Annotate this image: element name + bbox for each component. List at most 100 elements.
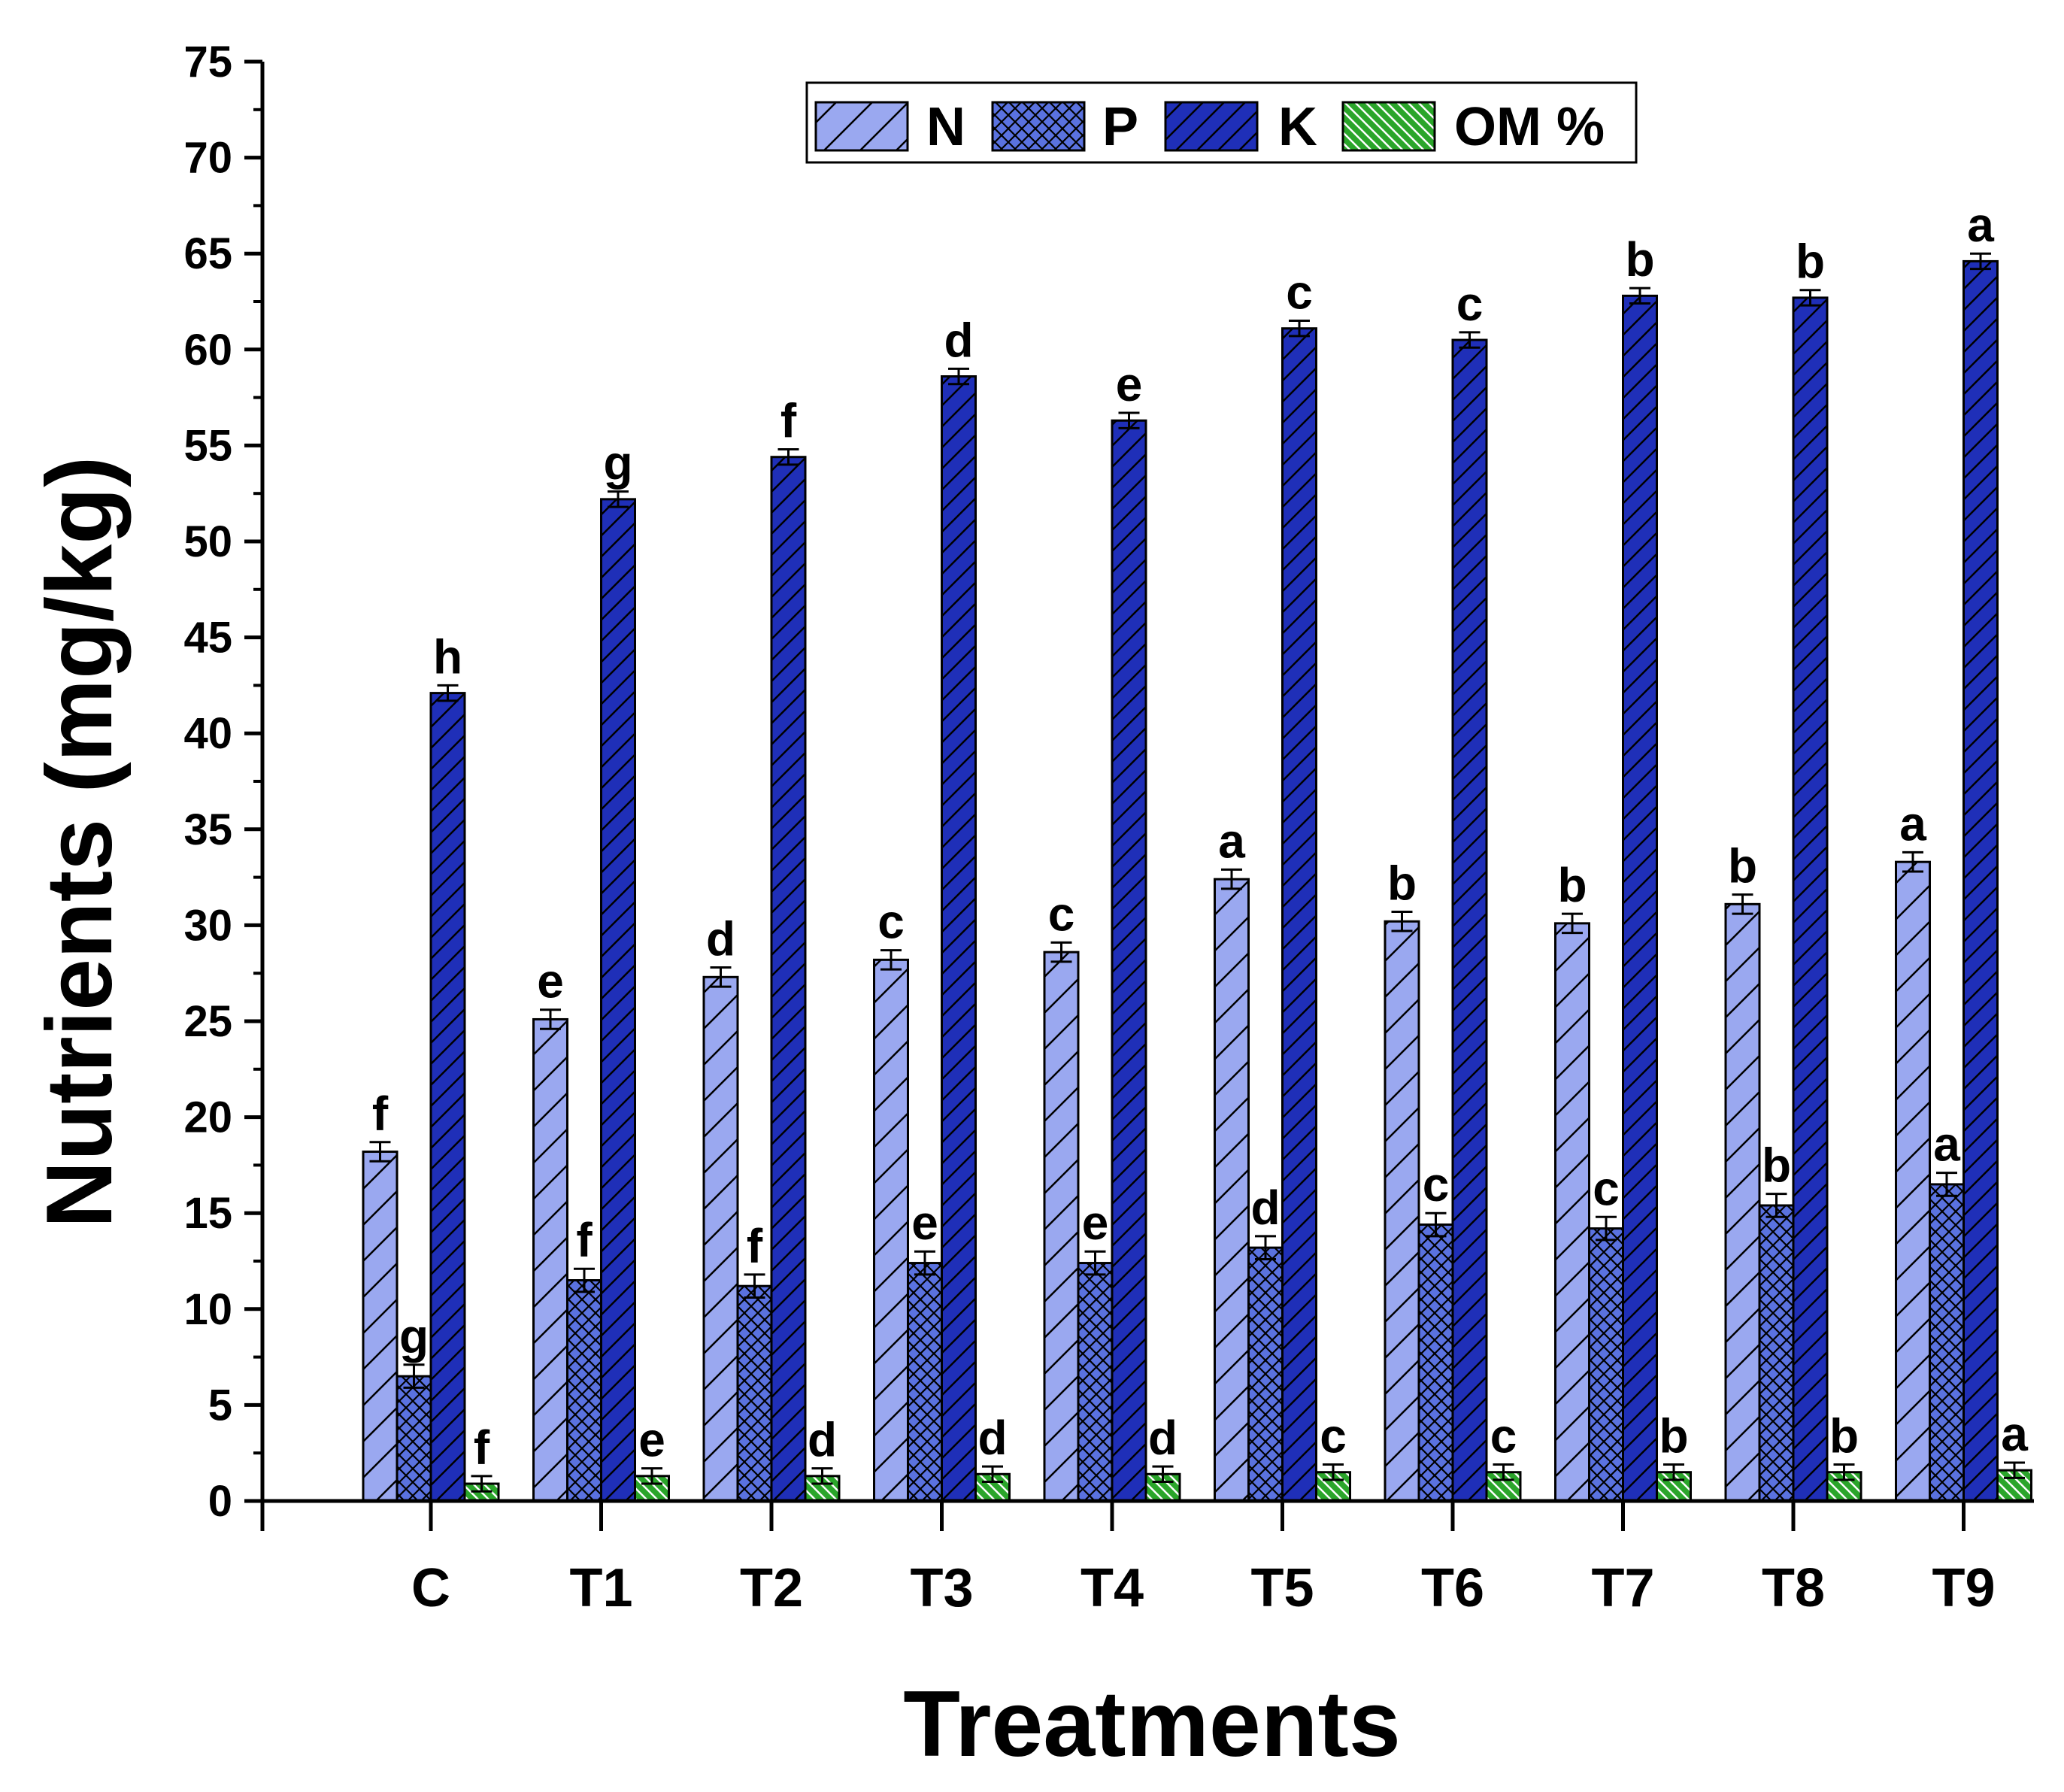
bar-pattern-k	[1622, 294, 1658, 1502]
significance-letter: f	[474, 1421, 490, 1475]
bar-pattern-k	[770, 456, 807, 1502]
significance-letter: c	[1048, 887, 1075, 941]
bar-pattern-n	[532, 1017, 568, 1502]
y-tick-label: 20	[183, 1093, 232, 1142]
significance-letter: b	[1557, 858, 1587, 912]
bar-pattern-k	[429, 692, 466, 1502]
significance-letter: d	[977, 1411, 1007, 1465]
legend-swatch-k-pattern	[1164, 101, 1259, 152]
y-tick-label: 50	[183, 517, 232, 566]
significance-letter: f	[747, 1219, 763, 1273]
bar-pattern-n	[1043, 951, 1080, 1502]
bar-pattern-n	[1724, 902, 1761, 1502]
bar-pattern-k	[941, 375, 977, 1502]
bar-pattern-k	[1281, 327, 1317, 1502]
significance-letter: f	[780, 394, 797, 448]
y-axis-title: Nutrients (mg/kg)	[28, 456, 132, 1228]
significance-letter: d	[1250, 1181, 1280, 1235]
y-tick-label: 35	[183, 805, 232, 854]
bar-pattern-k	[1451, 338, 1488, 1502]
significance-letter: d	[1148, 1411, 1177, 1465]
significance-letter: f	[576, 1213, 593, 1267]
significance-letter: a	[1899, 796, 1926, 851]
bar-pattern-p	[1929, 1183, 1965, 1502]
significance-letter: c	[1286, 265, 1313, 320]
y-tick-label: 55	[183, 421, 232, 470]
legend-swatch-p-pattern	[991, 101, 1086, 152]
significance-letter: b	[1829, 1409, 1859, 1463]
bar-pattern-n	[362, 1151, 399, 1502]
significance-letter: g	[399, 1309, 429, 1363]
y-tick-label: 70	[183, 134, 232, 183]
significance-letter: d	[808, 1413, 837, 1467]
bar-pattern-n	[1895, 860, 1931, 1502]
significance-letter: a	[2001, 1407, 2028, 1461]
bar-pattern-p	[1758, 1204, 1795, 1502]
significance-letter: e	[1082, 1196, 1109, 1250]
bar-pattern-n	[1384, 920, 1420, 1502]
significance-letter: c	[1456, 277, 1484, 331]
y-tick-label: 15	[183, 1189, 232, 1238]
legend-label-n: N	[926, 97, 965, 157]
y-tick-label: 60	[183, 326, 232, 374]
significance-letter: a	[1933, 1117, 1960, 1172]
x-tick-label: T6	[1421, 1558, 1484, 1618]
y-tick-label: 5	[208, 1381, 232, 1430]
significance-letter: h	[433, 629, 462, 684]
significance-letter: c	[1320, 1409, 1347, 1463]
bar-pattern-p	[566, 1279, 602, 1502]
x-tick-label: T4	[1080, 1558, 1144, 1618]
bar-pattern-p	[907, 1262, 943, 1502]
significance-letter: b	[1659, 1409, 1688, 1463]
x-tick-label: T3	[910, 1558, 973, 1618]
y-tick-label: 30	[183, 901, 232, 950]
significance-letter: b	[1625, 232, 1654, 287]
legend-swatch-n-pattern	[814, 101, 909, 152]
significance-letter: b	[1796, 235, 1825, 289]
legend: N P K OM %	[805, 81, 1638, 164]
bar-pattern-n	[702, 975, 739, 1502]
significance-letter: b	[1762, 1139, 1791, 1193]
y-tick-label: 40	[183, 709, 232, 758]
significance-letter: g	[603, 436, 632, 490]
significance-letter: e	[638, 1413, 665, 1467]
bar-pattern-n	[1214, 878, 1250, 1502]
bar-pattern-k	[600, 498, 636, 1502]
bar-pattern-p	[736, 1284, 773, 1502]
significance-letter: d	[706, 912, 735, 966]
y-tick-label: 0	[208, 1477, 232, 1526]
significance-letter: c	[1593, 1161, 1620, 1215]
significance-letter: e	[911, 1196, 938, 1250]
significance-letter: a	[1967, 198, 1994, 252]
significance-letter: d	[944, 313, 973, 367]
significance-letter: b	[1728, 839, 1757, 893]
legend-label-k: K	[1278, 97, 1317, 157]
bar-pattern-p	[1588, 1227, 1624, 1502]
y-tick-label: 65	[183, 229, 232, 278]
y-tick-label: 45	[183, 614, 232, 663]
legend-label-om: OM %	[1454, 97, 1605, 157]
significance-letter: e	[537, 954, 564, 1008]
x-tick-label: T8	[1762, 1558, 1825, 1618]
y-tick-label: 25	[183, 997, 232, 1046]
bar-pattern-n	[873, 958, 909, 1502]
significance-letter: a	[1218, 814, 1245, 868]
bar-pattern-om	[1315, 1471, 1351, 1502]
x-tick-label: T1	[569, 1558, 632, 1618]
bar-pattern-k	[1111, 419, 1147, 1502]
bar-pattern-p	[1077, 1262, 1114, 1502]
x-tick-label: C	[411, 1558, 450, 1618]
y-tick-label: 10	[183, 1285, 232, 1334]
bar-pattern-k	[1962, 259, 1999, 1502]
legend-label-p: P	[1102, 97, 1138, 157]
x-axis-title: Treatments	[903, 1672, 1401, 1776]
significance-letter: f	[372, 1087, 389, 1141]
y-tick-label: 75	[183, 38, 232, 86]
significance-letter: c	[877, 895, 905, 949]
bar-pattern-n	[1554, 922, 1590, 1502]
significance-letter: c	[1490, 1409, 1517, 1463]
bar-pattern-p	[396, 1375, 432, 1502]
bar-pattern-p	[1417, 1223, 1454, 1502]
x-tick-label: T2	[740, 1558, 803, 1618]
